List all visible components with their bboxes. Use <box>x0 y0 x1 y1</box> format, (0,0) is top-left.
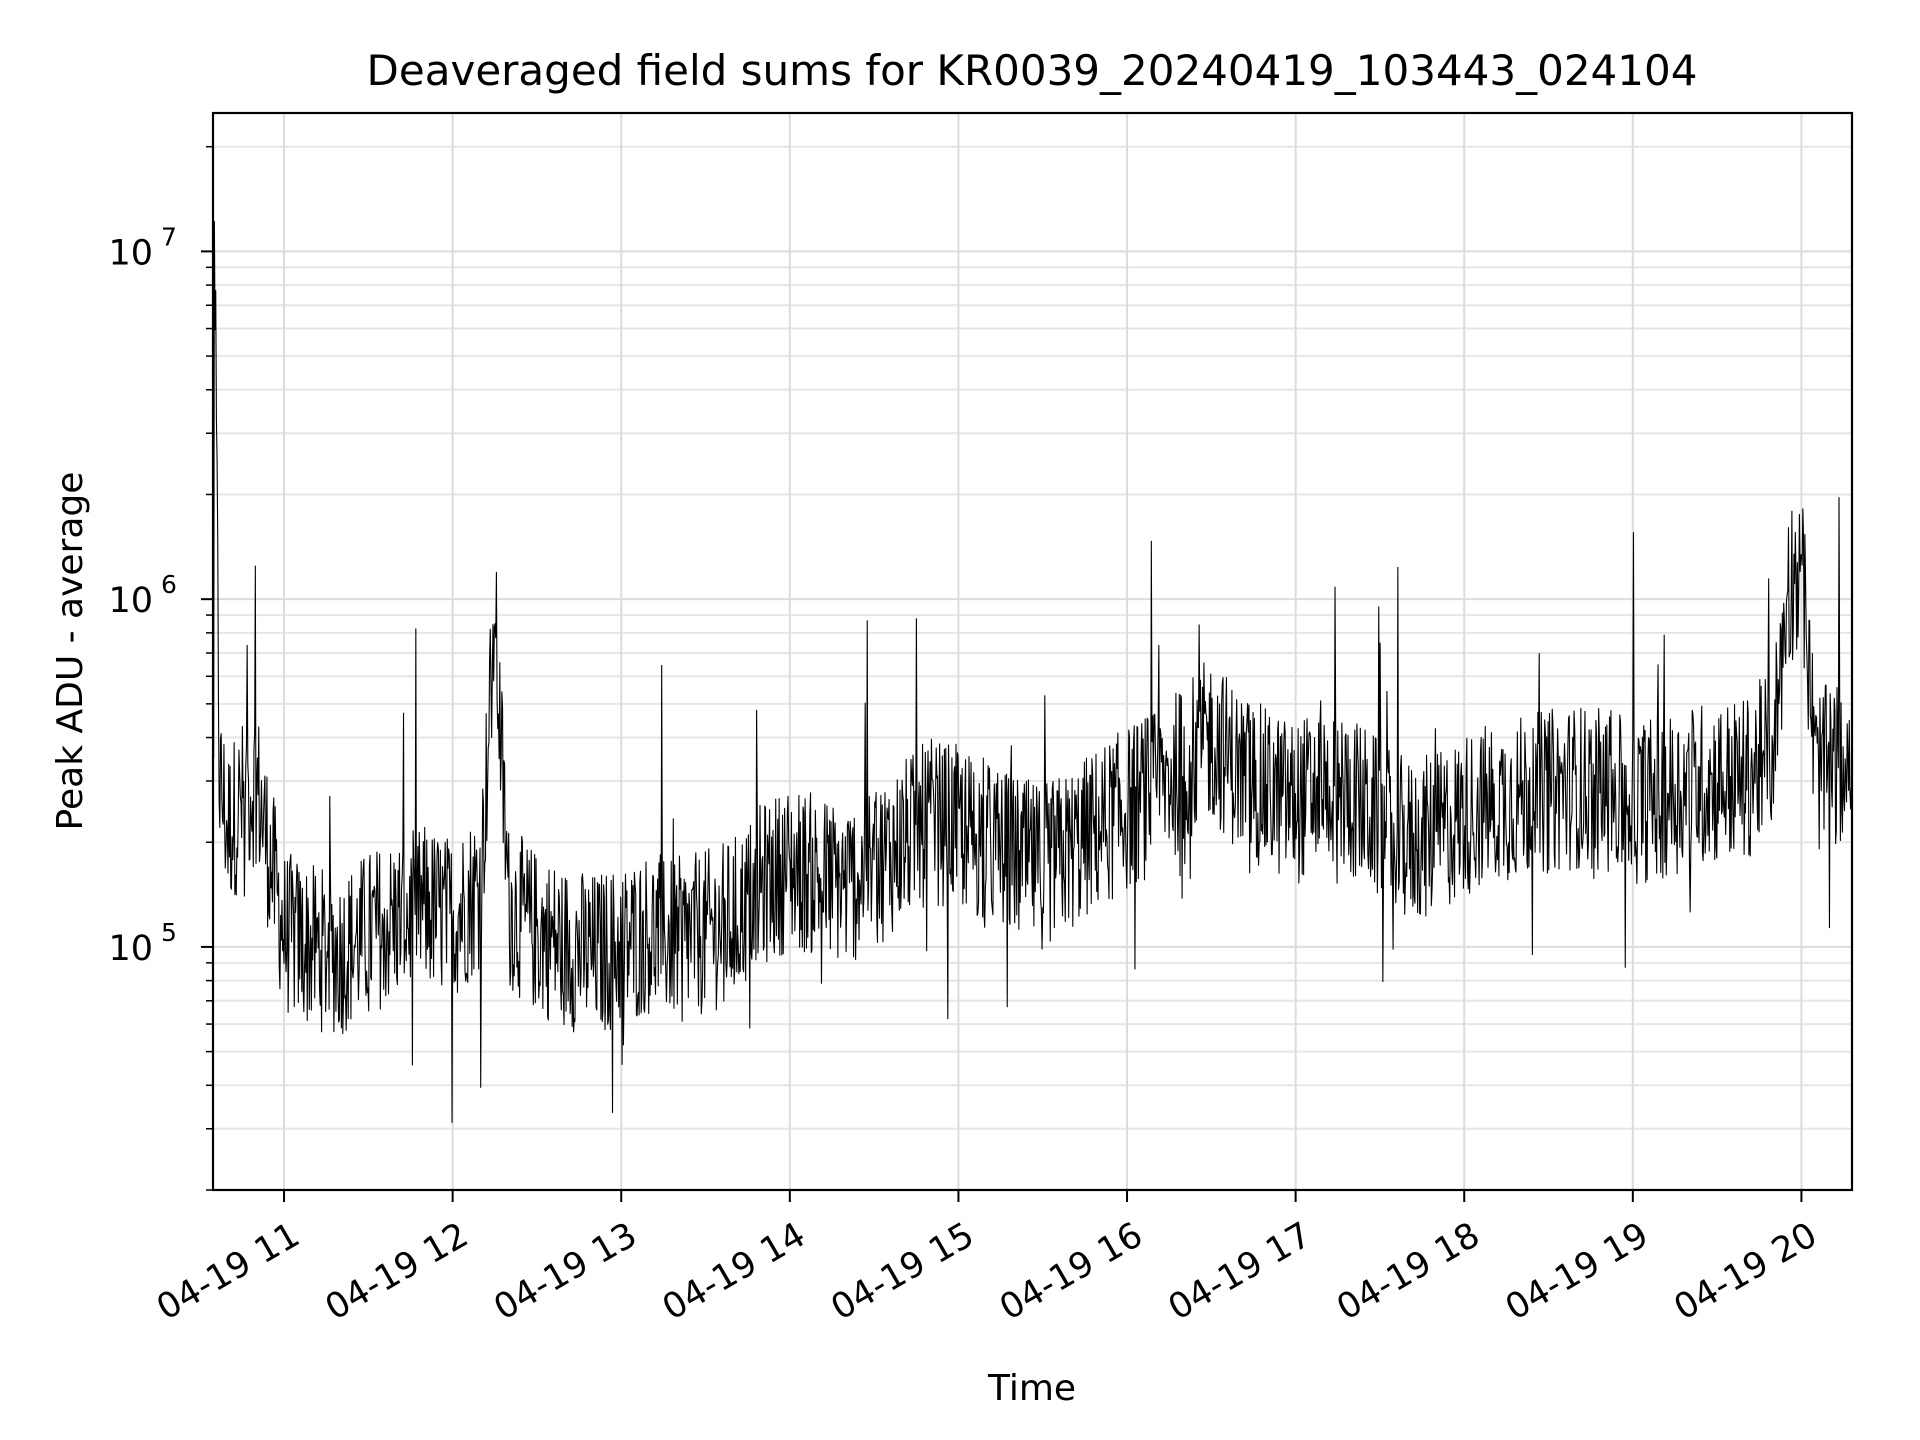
y-tick-label: 10 <box>108 233 153 273</box>
y-axis: 10 5 10 6 10 7 <box>108 145 213 1191</box>
y-axis-label: Peak ADU - average <box>50 472 91 831</box>
series-line <box>213 221 1853 1124</box>
y-tick-exponent: 5 <box>161 918 177 947</box>
y-tick-label: 10 <box>108 581 153 621</box>
y-tick-exponent: 6 <box>161 570 177 599</box>
x-axis-label: Time <box>987 1368 1076 1409</box>
plot-frame <box>211 111 1854 1192</box>
y-tick-label: 10 <box>108 929 153 969</box>
chart-title: Deaveraged field sums for KR0039_2024041… <box>367 46 1698 95</box>
y-tick-exponent: 7 <box>161 222 177 251</box>
